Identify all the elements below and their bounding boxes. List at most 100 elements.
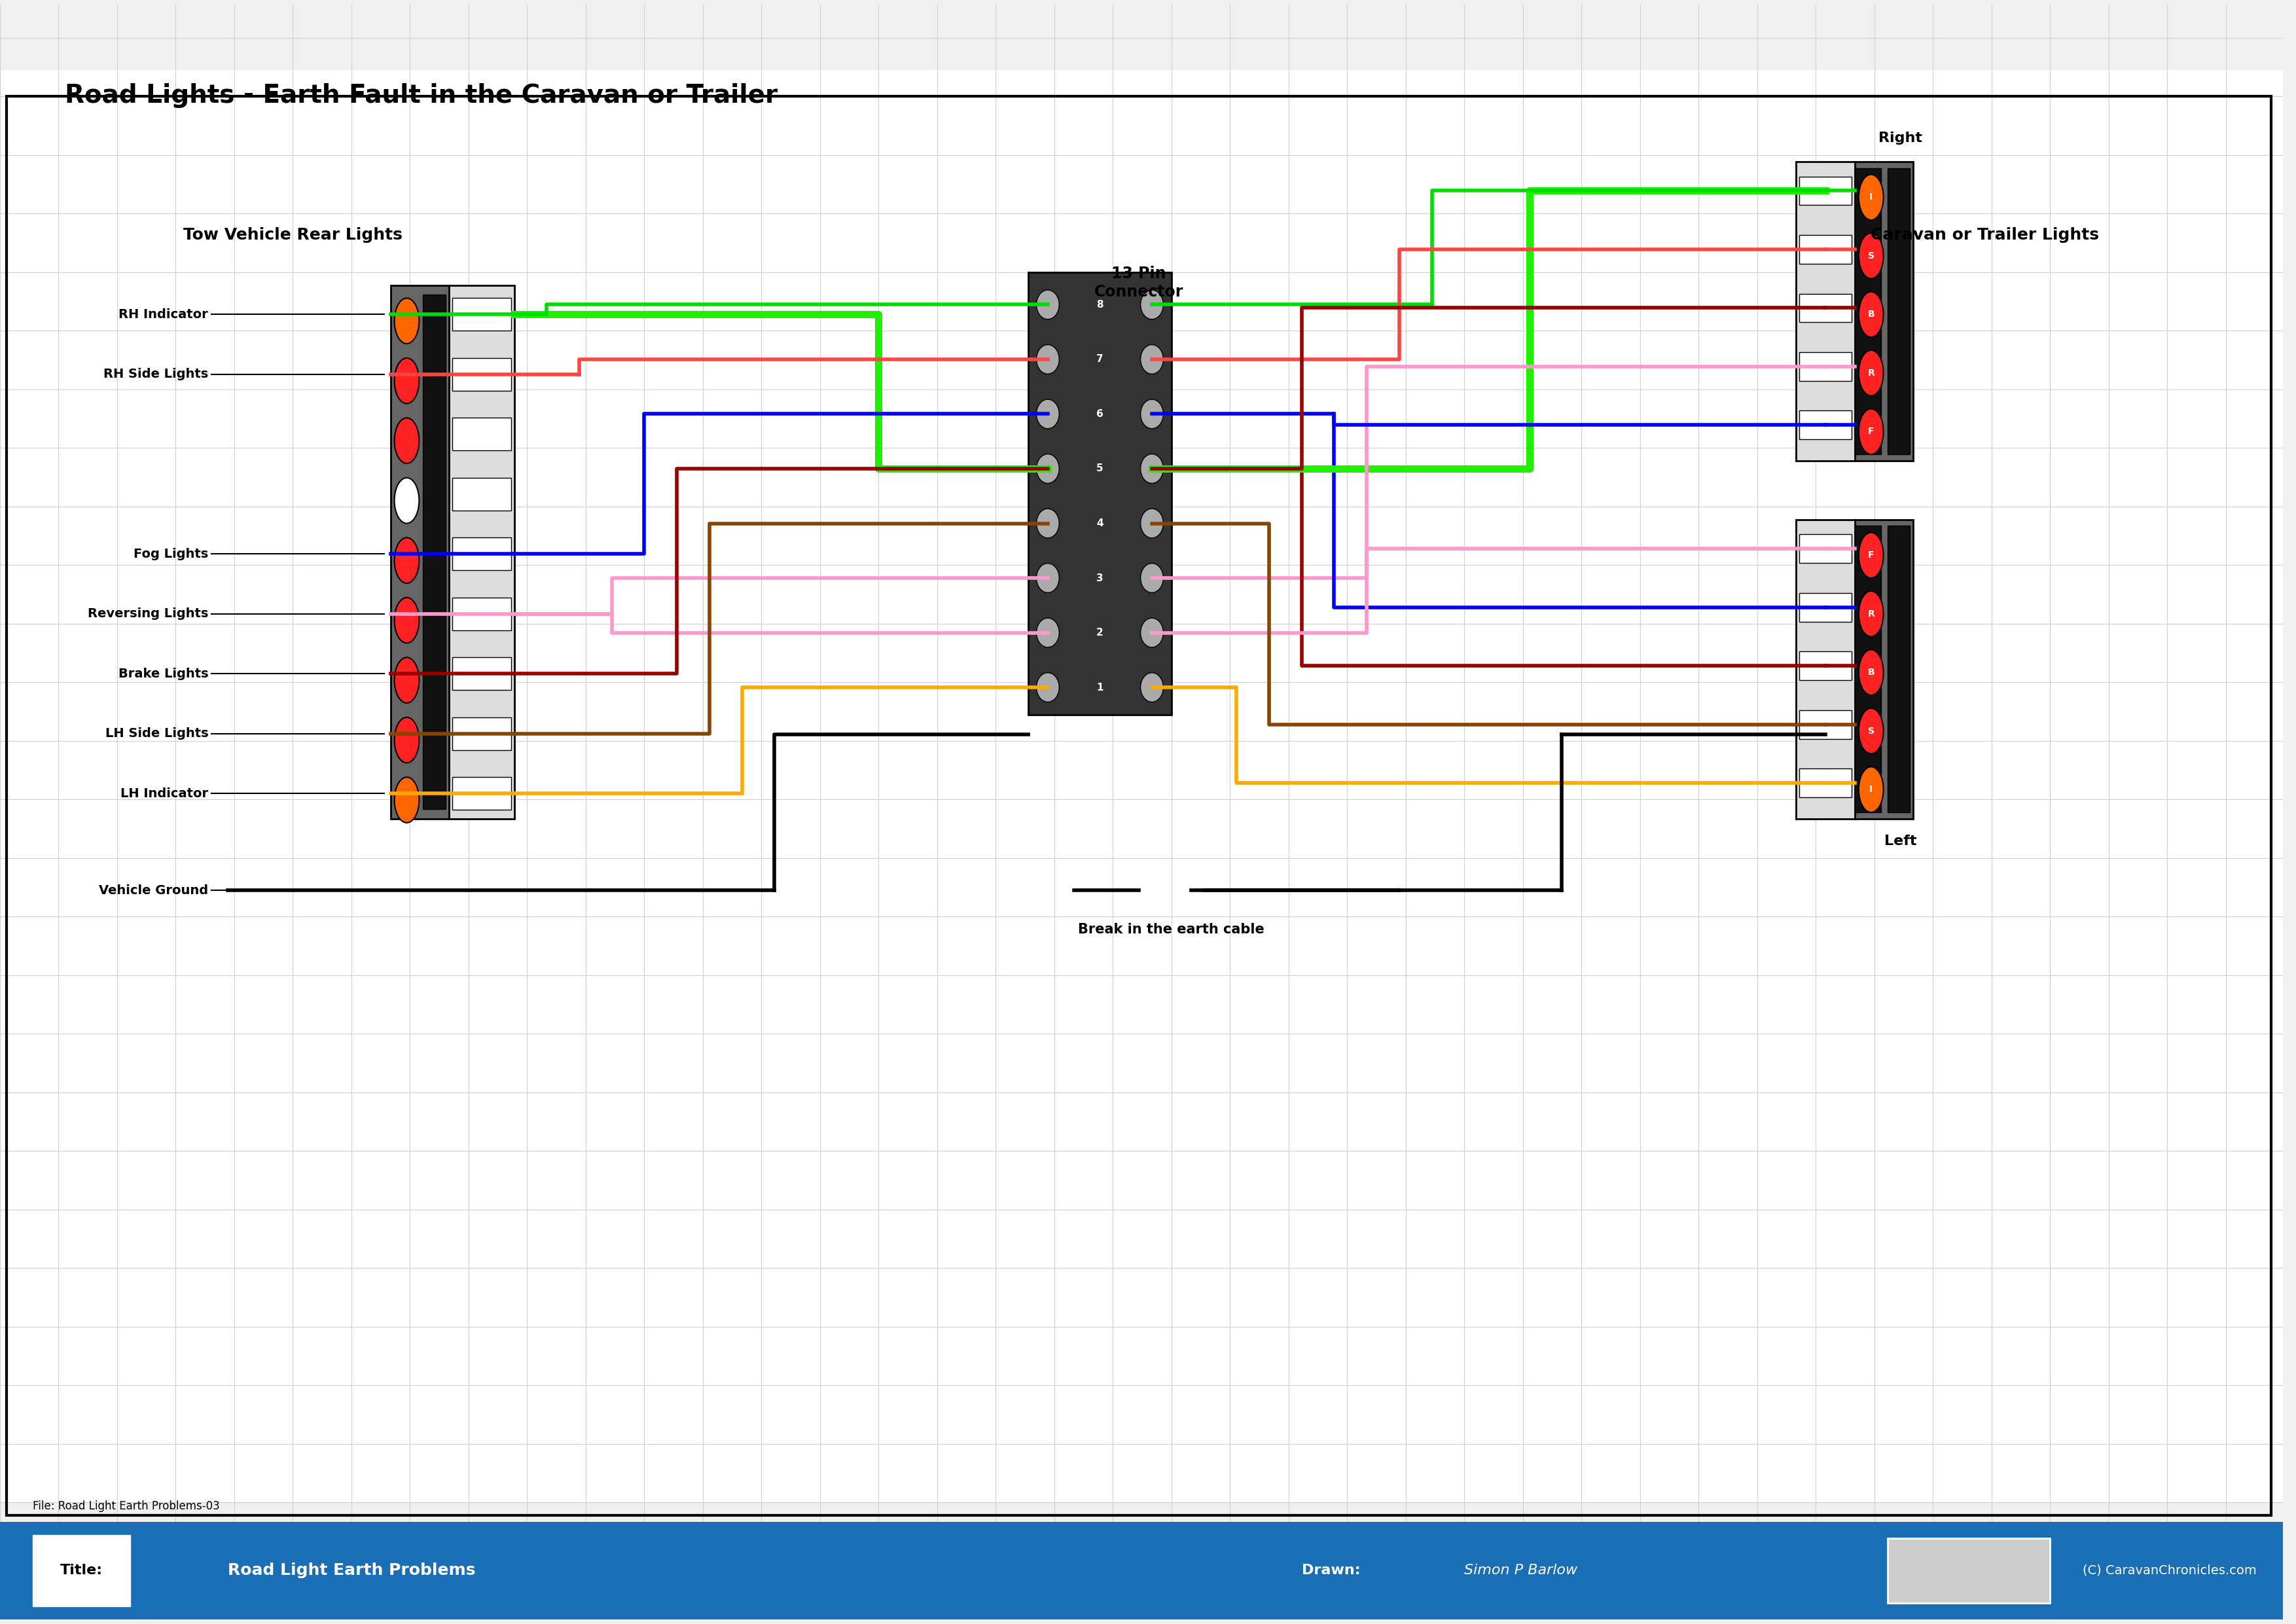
Bar xyxy=(452,417,512,450)
Ellipse shape xyxy=(395,658,420,703)
Text: LH Side Lights: LH Side Lights xyxy=(106,728,209,741)
Bar xyxy=(1855,526,1880,812)
Bar xyxy=(1800,534,1851,564)
Text: 6: 6 xyxy=(1097,409,1104,419)
Ellipse shape xyxy=(1860,234,1883,279)
Text: R: R xyxy=(1867,609,1874,619)
Text: 4: 4 xyxy=(1097,518,1104,528)
Bar xyxy=(452,718,512,750)
Ellipse shape xyxy=(1860,767,1883,812)
Bar xyxy=(1800,768,1851,797)
Ellipse shape xyxy=(1860,708,1883,754)
Text: B: B xyxy=(1867,667,1874,677)
Bar xyxy=(450,286,514,818)
Bar xyxy=(7,96,2271,1515)
Bar xyxy=(1800,710,1851,739)
Ellipse shape xyxy=(1035,672,1058,702)
Text: Title:: Title: xyxy=(60,1564,103,1577)
Bar xyxy=(1855,161,1913,461)
Ellipse shape xyxy=(1141,564,1164,593)
Bar xyxy=(452,299,512,331)
Bar xyxy=(1800,593,1851,622)
Ellipse shape xyxy=(395,477,420,523)
Text: Vehicle Ground: Vehicle Ground xyxy=(99,883,209,896)
Ellipse shape xyxy=(1141,672,1164,702)
Text: Break in the earth cable: Break in the earth cable xyxy=(1079,922,1265,935)
Text: R: R xyxy=(1867,369,1874,377)
Text: LH Indicator: LH Indicator xyxy=(119,788,209,799)
Text: Drawn:: Drawn: xyxy=(1302,1564,1359,1577)
Ellipse shape xyxy=(395,417,420,463)
Ellipse shape xyxy=(1035,564,1058,593)
Bar xyxy=(1855,167,1880,455)
Bar xyxy=(1800,651,1851,680)
Ellipse shape xyxy=(1035,508,1058,538)
Text: 5: 5 xyxy=(1097,464,1104,474)
Text: Road Lights - Earth Fault in the Caravan or Trailer: Road Lights - Earth Fault in the Caravan… xyxy=(64,83,778,109)
Text: I: I xyxy=(1869,784,1874,794)
Bar xyxy=(1795,161,1855,461)
Bar xyxy=(452,778,512,810)
Text: RH Side Lights: RH Side Lights xyxy=(103,369,209,380)
Ellipse shape xyxy=(395,357,420,404)
Bar xyxy=(0,1522,2282,1619)
Text: Reversing Lights: Reversing Lights xyxy=(87,607,209,620)
Ellipse shape xyxy=(1141,508,1164,538)
Text: File: Road Light Earth Problems-03: File: Road Light Earth Problems-03 xyxy=(32,1501,220,1512)
Text: 2: 2 xyxy=(1097,628,1104,638)
Text: 7: 7 xyxy=(1097,354,1104,364)
Bar xyxy=(1800,352,1851,380)
Text: 13 Pin
Connector: 13 Pin Connector xyxy=(1095,266,1182,299)
Text: I: I xyxy=(1869,193,1874,201)
Bar xyxy=(1887,1538,2050,1603)
Bar xyxy=(1800,411,1851,440)
Bar xyxy=(452,598,512,630)
Ellipse shape xyxy=(395,598,420,643)
Ellipse shape xyxy=(1035,455,1058,484)
Ellipse shape xyxy=(1860,174,1883,219)
Text: Simon P Barlow: Simon P Barlow xyxy=(1465,1564,1577,1577)
Bar xyxy=(1029,273,1171,715)
Ellipse shape xyxy=(1141,291,1164,320)
Bar xyxy=(452,357,512,390)
Text: Brake Lights: Brake Lights xyxy=(117,667,209,680)
Ellipse shape xyxy=(395,718,420,763)
Ellipse shape xyxy=(1035,344,1058,374)
Ellipse shape xyxy=(1860,351,1883,396)
Text: 1: 1 xyxy=(1097,682,1104,692)
Ellipse shape xyxy=(1141,455,1164,484)
Text: (C) CaravanChronicles.com: (C) CaravanChronicles.com xyxy=(2082,1564,2257,1577)
Bar xyxy=(1887,167,1910,455)
Bar xyxy=(32,1535,131,1606)
Text: F: F xyxy=(1869,551,1874,560)
Ellipse shape xyxy=(395,299,420,344)
Bar xyxy=(452,658,512,690)
Text: 8: 8 xyxy=(1097,300,1104,310)
Text: Road Light Earth Problems: Road Light Earth Problems xyxy=(227,1562,475,1579)
Ellipse shape xyxy=(1141,344,1164,374)
Bar xyxy=(1800,177,1851,205)
Bar xyxy=(1800,294,1851,322)
Bar xyxy=(1795,520,1855,818)
Ellipse shape xyxy=(1141,619,1164,648)
Text: B: B xyxy=(1867,310,1874,318)
Bar xyxy=(1855,520,1913,818)
Bar xyxy=(390,286,450,818)
Bar xyxy=(1887,526,1910,812)
Ellipse shape xyxy=(1035,400,1058,429)
Bar xyxy=(452,538,512,570)
Text: 3: 3 xyxy=(1097,573,1104,583)
Ellipse shape xyxy=(1860,591,1883,637)
Ellipse shape xyxy=(395,538,420,583)
Bar xyxy=(422,296,445,809)
Text: S: S xyxy=(1867,252,1874,260)
Bar xyxy=(1800,235,1851,263)
Ellipse shape xyxy=(1035,619,1058,648)
Text: Caravan or Trailer Lights: Caravan or Trailer Lights xyxy=(1871,227,2099,244)
Ellipse shape xyxy=(1860,409,1883,455)
Ellipse shape xyxy=(1860,533,1883,578)
Text: Tow Vehicle Rear Lights: Tow Vehicle Rear Lights xyxy=(184,227,402,244)
Bar xyxy=(452,477,512,510)
Ellipse shape xyxy=(1035,291,1058,320)
Text: F: F xyxy=(1869,427,1874,437)
